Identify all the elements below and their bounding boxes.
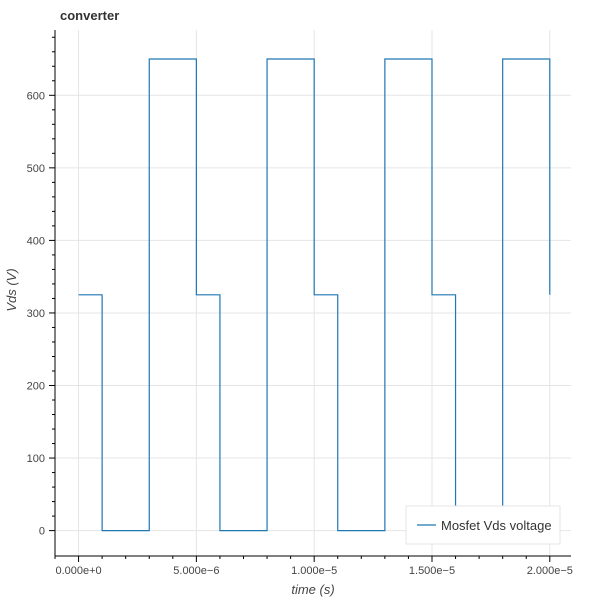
y-tick-label: 500 [27,163,45,175]
y-tick-label: 300 [27,308,45,320]
y-tick-label: 400 [27,235,45,247]
x-axis-label: time (s) [291,582,334,597]
x-tick-label: 2.000e−5 [527,565,573,577]
y-ticks: 0 100 200 300 400 500 600 [27,36,55,538]
y-axis-label: Vds (V) [4,268,19,311]
legend: Mosfet Vds voltage [405,505,561,545]
axes [54,30,571,557]
y-tick-label: 200 [27,381,45,393]
x-ticks: 0.000e+0 5.000e−6 1.000e−5 1.500e−5 2.000e−5 [54,556,573,577]
x-tick-label: 1.000e−5 [291,565,337,577]
legend-label: Mosfet Vds voltage [441,518,552,533]
y-tick-label: 600 [27,90,45,102]
x-tick-label: 1.500e−5 [409,565,455,577]
x-tick-label: 0.000e+0 [55,565,101,577]
chart-title: converter [60,8,119,23]
y-tick-label: 0 [39,526,45,538]
y-tick-label: 100 [27,453,45,465]
x-tick-label: 5.000e−6 [173,565,219,577]
